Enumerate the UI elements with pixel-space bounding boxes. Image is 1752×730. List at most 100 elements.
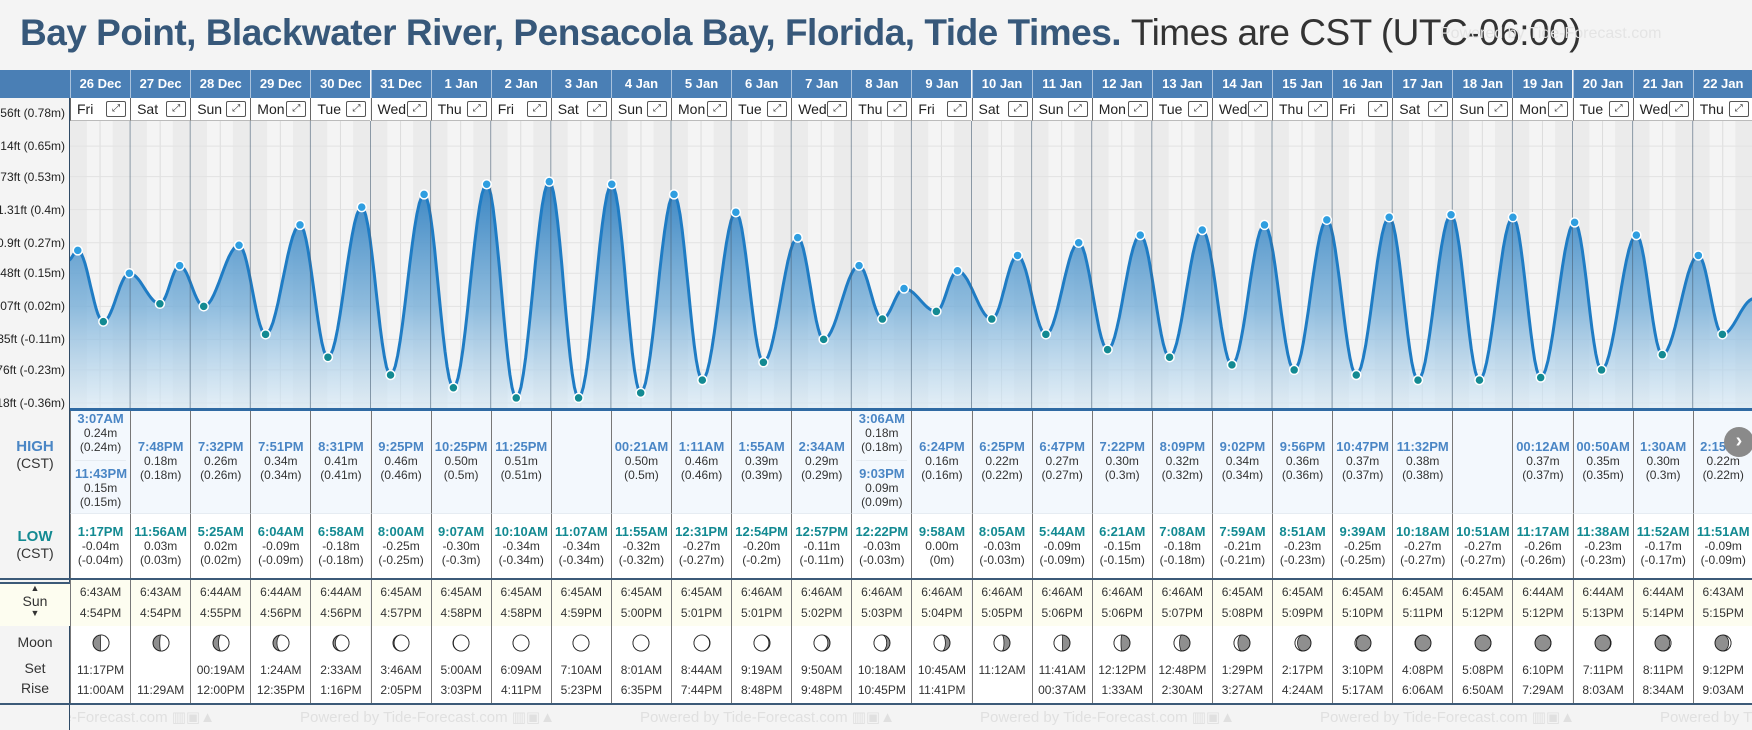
- high-tide-point[interactable]: [1135, 229, 1146, 241]
- low-tide-point[interactable]: [385, 369, 396, 381]
- high-tide-point[interactable]: [233, 240, 245, 251]
- high-tide-point[interactable]: [356, 201, 367, 213]
- expand-day-button[interactable]: ⤢: [1428, 101, 1449, 117]
- high-tide-point[interactable]: [1073, 237, 1084, 248]
- low-tide-point[interactable]: [322, 351, 334, 363]
- expand-day-button[interactable]: ⤢: [1247, 101, 1268, 117]
- low-tide-point[interactable]: [931, 306, 942, 317]
- expand-day-button[interactable]: ⤢: [586, 101, 607, 117]
- expand-day-button[interactable]: ⤢: [466, 101, 487, 117]
- high-tide-point[interactable]: [1259, 219, 1270, 231]
- low-tide-point[interactable]: [198, 301, 209, 312]
- moon-phase-icon: [1233, 634, 1251, 652]
- high-tide-point[interactable]: [1197, 224, 1208, 236]
- sunset-time: 5:02PM: [801, 606, 843, 620]
- low-tide-point[interactable]: [510, 392, 522, 404]
- high-tide-point[interactable]: [72, 245, 84, 256]
- low-tide-point[interactable]: [1040, 329, 1052, 340]
- low-tide-point[interactable]: [635, 387, 646, 399]
- high-tide-point[interactable]: [124, 268, 135, 279]
- expand-day-button[interactable]: ⤢: [1668, 101, 1689, 117]
- high-tide-point[interactable]: [1012, 250, 1023, 261]
- high-tide-point[interactable]: [606, 178, 618, 190]
- expand-day-button[interactable]: ⤢: [166, 101, 187, 117]
- low-tide-point[interactable]: [697, 374, 708, 386]
- low-tide-entry: 7:08AM -0.18m (-0.18m): [1153, 525, 1212, 568]
- expand-day-button[interactable]: ⤢: [767, 101, 788, 117]
- low-tide-point[interactable]: [98, 316, 109, 327]
- expand-day-button[interactable]: ⤢: [646, 101, 667, 117]
- sunset-time: 5:15PM: [1702, 606, 1744, 620]
- moonset-time: 2:33AM: [320, 663, 362, 677]
- low-tide-entry: 8:00AM -0.25m (-0.25m): [372, 525, 431, 568]
- low-tide-point[interactable]: [1596, 364, 1607, 376]
- day-column: 2 Jan Fri ⤢ 11:25PM 0.51m (0.51m) 10:10AM -0.34…: [490, 70, 551, 705]
- high-tide-point[interactable]: [1631, 229, 1642, 241]
- high-tide-point[interactable]: [898, 283, 910, 294]
- low-tide-point[interactable]: [1226, 359, 1238, 371]
- high-tide-time: 6:47PM: [1039, 438, 1085, 454]
- high-tide-cell: 7:51PM 0.34m (0.34m): [250, 408, 311, 513]
- high-tide-point[interactable]: [1383, 212, 1395, 223]
- low-tide-point[interactable]: [154, 298, 166, 310]
- sunrise-time: 6:45AM: [500, 585, 542, 599]
- expand-day-button[interactable]: ⤢: [346, 101, 367, 117]
- expand-day-button[interactable]: ⤢: [1127, 101, 1148, 117]
- expand-day-button[interactable]: ⤢: [827, 101, 848, 117]
- low-tide-time: 6:58AM: [317, 524, 365, 539]
- low-tide-point[interactable]: [573, 392, 584, 404]
- sunrise-time: 6:45AM: [1341, 585, 1384, 599]
- high-tide-point[interactable]: [853, 260, 865, 271]
- low-tide-point[interactable]: [1164, 351, 1175, 363]
- expand-day-button[interactable]: ⤢: [106, 101, 127, 117]
- expand-day-button[interactable]: ⤢: [1608, 101, 1629, 117]
- expand-day-button[interactable]: ⤢: [1067, 101, 1088, 117]
- low-tide-point[interactable]: [260, 329, 271, 340]
- low-tide-point[interactable]: [758, 357, 769, 368]
- high-tide-point[interactable]: [1569, 217, 1580, 228]
- low-tide-height: -0.27m: [682, 539, 721, 553]
- low-tide-point[interactable]: [1288, 364, 1300, 376]
- low-tide-point[interactable]: [1102, 344, 1113, 355]
- expand-day-button[interactable]: ⤢: [1007, 101, 1028, 117]
- high-tide-point[interactable]: [792, 232, 803, 243]
- expand-day-button[interactable]: ⤢: [1308, 101, 1329, 117]
- expand-day-button[interactable]: ⤢: [1728, 101, 1749, 117]
- low-tide-point[interactable]: [1412, 374, 1424, 386]
- high-tide-point[interactable]: [544, 176, 555, 187]
- high-tide-point[interactable]: [1445, 209, 1457, 221]
- expand-day-button[interactable]: ⤢: [707, 101, 728, 117]
- expand-day-button[interactable]: ⤢: [947, 101, 968, 117]
- low-tide-point[interactable]: [1474, 374, 1485, 386]
- low-tide-point[interactable]: [818, 334, 829, 345]
- expand-day-button[interactable]: ⤢: [887, 101, 908, 117]
- high-tide-point[interactable]: [952, 265, 963, 276]
- low-tide-point[interactable]: [1535, 372, 1546, 383]
- next-page-button[interactable]: ›: [1724, 427, 1752, 457]
- high-tide-point[interactable]: [174, 260, 185, 271]
- high-tide-point[interactable]: [1321, 214, 1333, 226]
- high-tide-point[interactable]: [730, 206, 742, 218]
- high-tide-point[interactable]: [668, 189, 680, 200]
- low-tide-point[interactable]: [448, 382, 459, 393]
- expand-day-button[interactable]: ⤢: [226, 101, 247, 117]
- low-tide-height-alt: (-0.09m): [258, 553, 304, 567]
- high-tide-point[interactable]: [294, 219, 306, 231]
- low-tide-point[interactable]: [1657, 349, 1668, 360]
- expand-day-button[interactable]: ⤢: [1548, 101, 1569, 117]
- expand-day-button[interactable]: ⤢: [1488, 101, 1509, 117]
- expand-day-button[interactable]: ⤢: [1187, 101, 1208, 117]
- low-tide-height-alt: (-0.03m): [979, 553, 1025, 567]
- expand-day-button[interactable]: ⤢: [406, 101, 427, 117]
- low-tide-point[interactable]: [1717, 329, 1728, 340]
- high-tide-point[interactable]: [418, 189, 430, 200]
- low-tide-point[interactable]: [877, 313, 888, 325]
- expand-day-button[interactable]: ⤢: [1368, 101, 1389, 117]
- low-tide-point[interactable]: [1351, 369, 1362, 381]
- expand-day-button[interactable]: ⤢: [286, 101, 307, 117]
- high-tide-point[interactable]: [481, 178, 492, 190]
- high-tide-point[interactable]: [1507, 212, 1519, 223]
- expand-day-button[interactable]: ⤢: [526, 101, 547, 117]
- low-tide-point[interactable]: [986, 313, 998, 325]
- high-tide-point[interactable]: [1693, 250, 1704, 261]
